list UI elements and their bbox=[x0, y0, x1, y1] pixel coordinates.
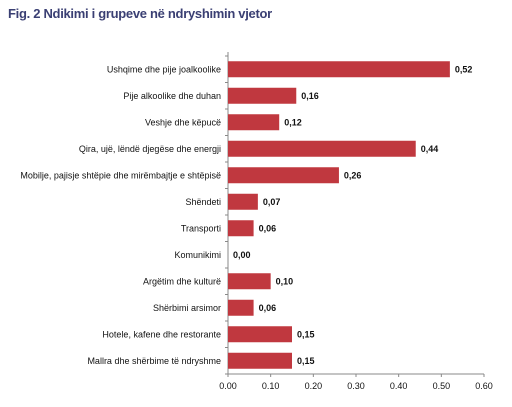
bar bbox=[228, 167, 339, 184]
x-tick-label: 0.20 bbox=[305, 381, 323, 391]
value-label: 0,06 bbox=[259, 223, 277, 233]
value-label: 0,12 bbox=[284, 117, 302, 127]
category-label: Pije alkoolike dhe duhan bbox=[123, 91, 221, 101]
bar bbox=[228, 299, 254, 316]
value-label: 0,07 bbox=[263, 197, 281, 207]
x-tick-label: 0.50 bbox=[433, 381, 451, 391]
x-tick-label: 0.60 bbox=[475, 381, 493, 391]
category-label: Veshje dhe këpucë bbox=[145, 117, 221, 127]
bar bbox=[228, 140, 416, 157]
category-label: Argëtim dhe kulturë bbox=[143, 276, 221, 286]
value-label: 0,10 bbox=[276, 276, 294, 286]
x-tick-label: 0.40 bbox=[390, 381, 408, 391]
x-tick-label: 0.30 bbox=[347, 381, 365, 391]
category-label: Mobilje, pajisje shtëpie dhe mirëmbajtje… bbox=[20, 170, 221, 180]
bar bbox=[228, 87, 297, 104]
value-label: 0,15 bbox=[297, 356, 315, 366]
category-label: Shëndeti bbox=[185, 197, 221, 207]
x-tick-label: 0.10 bbox=[262, 381, 280, 391]
category-label: Ushqime dhe pije joalkoolike bbox=[107, 64, 221, 74]
bar bbox=[228, 220, 254, 237]
bar bbox=[228, 273, 271, 290]
category-label: Komunikimi bbox=[174, 250, 221, 260]
value-label: 0,00 bbox=[233, 250, 251, 260]
bar bbox=[228, 61, 450, 78]
value-label: 0,44 bbox=[421, 144, 439, 154]
bar bbox=[228, 326, 292, 343]
bar bbox=[228, 114, 280, 131]
value-label: 0,52 bbox=[455, 64, 473, 74]
value-label: 0,15 bbox=[297, 329, 315, 339]
bar bbox=[228, 193, 258, 210]
value-label: 0,16 bbox=[301, 91, 319, 101]
value-label: 0,06 bbox=[259, 303, 277, 313]
category-label: Transporti bbox=[181, 223, 221, 233]
category-label: Mallra dhe shërbime të ndryshme bbox=[87, 356, 221, 366]
bar bbox=[228, 352, 292, 369]
category-label: Qira, ujë, lëndë djegëse dhe energji bbox=[79, 144, 221, 154]
category-label: Shërbimi arsimor bbox=[153, 303, 221, 313]
chart-title: Fig. 2 Ndikimi i grupeve në ndryshimin v… bbox=[8, 6, 272, 21]
category-label: Hotele, kafene dhe restorante bbox=[102, 329, 221, 339]
value-label: 0,26 bbox=[344, 170, 362, 180]
x-tick-label: 0.00 bbox=[219, 381, 237, 391]
